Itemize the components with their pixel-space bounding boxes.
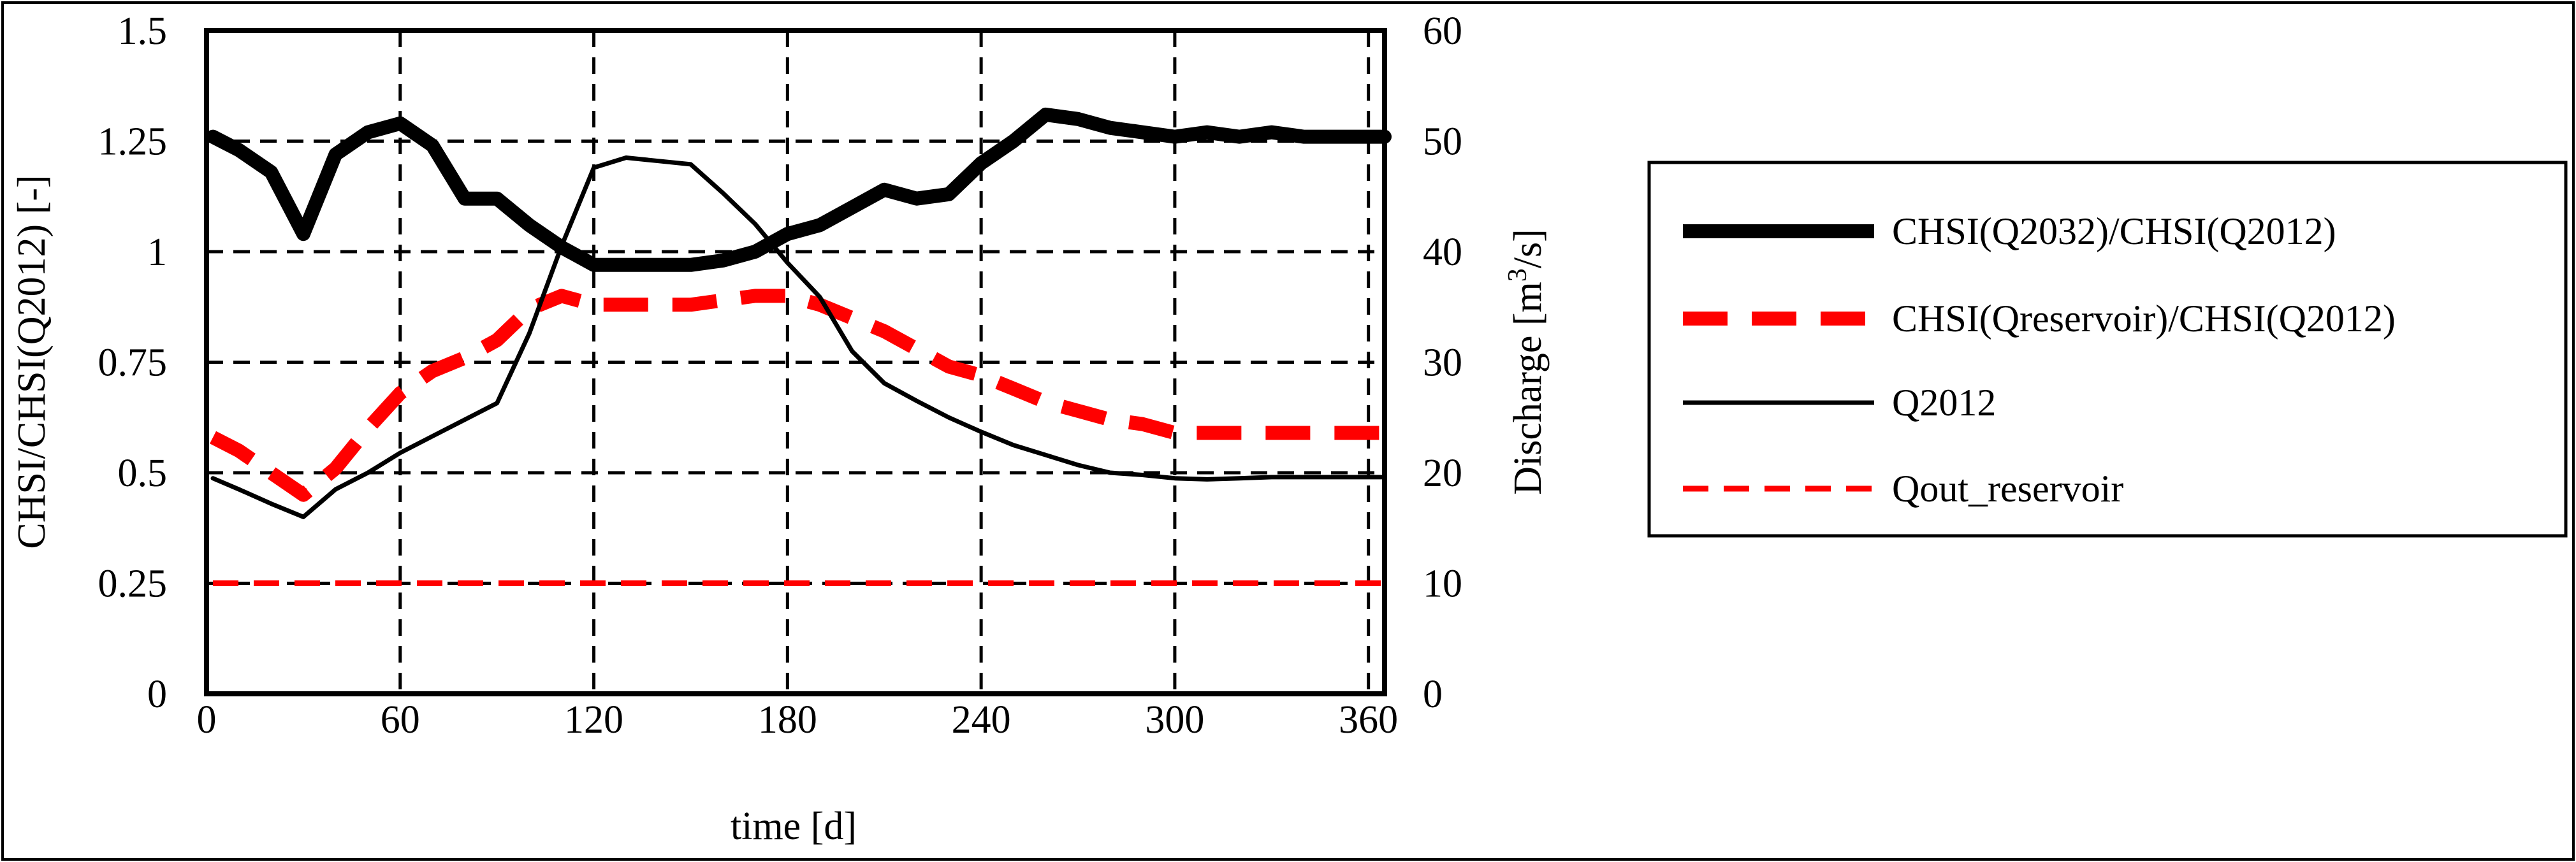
x-tick-label: 360: [1339, 698, 1398, 742]
legend-items: CHSI(Q2032)/CHSI(Q2012) CHSI(Qreservoir)/…: [1683, 210, 2396, 510]
legend-label-0: CHSI(Q2032)/CHSI(Q2012): [1892, 210, 2336, 252]
x-tick-label: 300: [1145, 698, 1204, 742]
series-line-0: [206, 107, 1392, 272]
series-layer: [206, 107, 1392, 586]
y-axis-right-title-suffix: /s]: [1506, 229, 1550, 268]
y-axis-right-title-sup: 3: [1503, 268, 1532, 282]
tick-labels: 0 60 120 180 240 300 360 0 0.25 0.5 0.75 1 1.25 1.5 0 1…: [98, 10, 1463, 742]
y-left-tick-label: 0.75: [98, 341, 168, 385]
legend-label-1: CHSI(Qreservoir)/CHSI(Q2012): [1892, 298, 2396, 340]
series-line-1: [209, 289, 1385, 502]
legend-label-2: Q2012: [1892, 382, 1996, 424]
y-left-tick-label: 0: [147, 673, 167, 716]
x-tick-label: 240: [952, 698, 1011, 742]
y-left-tick-label: 1.25: [98, 120, 168, 164]
y-left-tick-label: 0.25: [98, 563, 168, 606]
series-line-2: [210, 155, 1387, 519]
y-right-tick-label: 60: [1423, 10, 1462, 53]
legend: CHSI(Q2032)/CHSI(Q2012) CHSI(Qreservoir)/…: [1647, 161, 2568, 538]
x-axis-title: time [d]: [731, 805, 857, 848]
y-right-tick-label: 50: [1423, 120, 1462, 164]
plot-frame: [204, 28, 1387, 696]
y-axis-right-title: Discharge [m3/s]: [1503, 229, 1550, 495]
legend-label-3: Qout_reservoir: [1892, 468, 2123, 510]
x-tick-label: 120: [564, 698, 623, 742]
y-left-tick-label: 0.5: [118, 452, 168, 495]
y-axis-right-title-prefix: Discharge [m: [1506, 282, 1550, 495]
y-right-tick-label: 40: [1423, 231, 1462, 274]
x-tick-label: 0: [197, 698, 217, 742]
y-right-tick-label: 0: [1423, 673, 1443, 716]
y-right-tick-label: 10: [1423, 563, 1462, 606]
y-right-tick-label: 20: [1423, 452, 1462, 495]
y-right-tick-label: 30: [1423, 341, 1462, 385]
y-axis-left-title: CHSI/CHSI(Q2012) [-]: [10, 175, 54, 549]
y-left-tick-label: 1.5: [118, 10, 168, 53]
x-tick-label: 180: [758, 698, 817, 742]
x-tick-label: 60: [381, 698, 420, 742]
y-left-tick-label: 1: [147, 231, 167, 274]
